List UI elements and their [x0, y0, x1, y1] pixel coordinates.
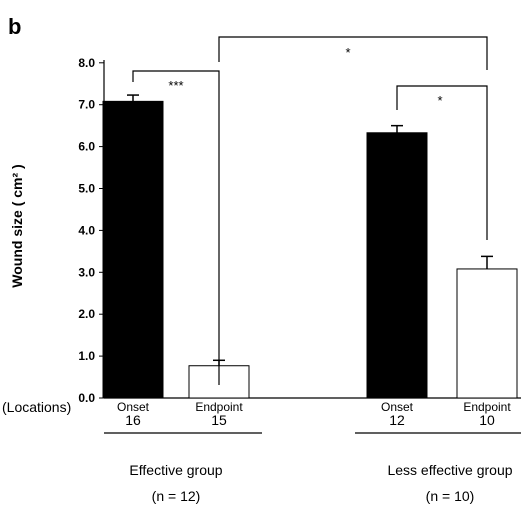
locations-label: (Locations): [2, 399, 71, 415]
locations-count: 12: [389, 412, 405, 428]
significance-bracket: [132, 70, 220, 385]
bar-3: [366, 132, 428, 399]
y-tick-label: 2.0: [78, 307, 95, 321]
y-tick-label: 8.0: [78, 56, 95, 70]
significance-label: ***: [168, 78, 183, 93]
y-tick-label: 5.0: [78, 182, 95, 196]
y-tick-label: 1.0: [78, 349, 95, 363]
locations-count: 10: [479, 412, 495, 428]
panel-label: b: [8, 14, 21, 39]
significance-bracket: [396, 85, 488, 240]
group-name: Less effective group: [387, 462, 512, 478]
bar-4: [456, 268, 518, 399]
y-ticks: 0.0 1.0 2.0 3.0 4.0 5.0 6.0 7.0 8.0: [78, 56, 104, 405]
bars: [102, 94, 518, 399]
y-axis-label: Wound size ( cm² ): [9, 164, 25, 287]
y-tick-label: 7.0: [78, 98, 95, 112]
locations-count: 15: [211, 412, 227, 428]
y-tick-label: 6.0: [78, 140, 95, 154]
category-label: Onset: [381, 400, 414, 414]
bar-1: [102, 100, 164, 399]
category-label: Onset: [117, 400, 150, 414]
group-labels: Effective group (n = 12) Less effective gr…: [104, 432, 521, 504]
group-name: Effective group: [129, 462, 222, 478]
y-tick-label: 0.0: [78, 391, 95, 405]
group-n: (n = 12): [152, 488, 201, 504]
category-label: Endpoint: [195, 400, 243, 414]
locations-count: 16: [125, 412, 141, 428]
significance-label: *: [437, 93, 442, 108]
significance-bracket: [218, 36, 488, 70]
significance-label: *: [345, 45, 350, 60]
category-label: Endpoint: [463, 400, 511, 414]
y-tick-label: 3.0: [78, 265, 95, 279]
significance-brackets: *****: [132, 36, 488, 385]
y-tick-label: 4.0: [78, 223, 95, 237]
group-n: (n = 10): [426, 488, 475, 504]
